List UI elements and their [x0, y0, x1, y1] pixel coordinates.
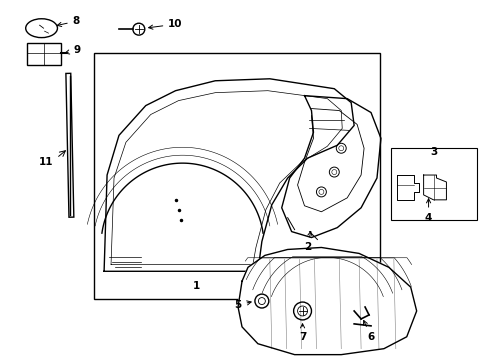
Text: 1: 1: [193, 281, 200, 291]
Text: 5: 5: [234, 300, 251, 310]
Text: 7: 7: [299, 324, 306, 342]
Text: 9: 9: [65, 45, 81, 55]
Text: 11: 11: [39, 157, 54, 167]
Bar: [94, 53, 380, 299]
Bar: [391, 148, 477, 220]
Text: 10: 10: [148, 19, 183, 29]
Bar: [26, 43, 61, 65]
Text: 4: 4: [425, 199, 432, 223]
Text: 8: 8: [57, 16, 80, 27]
Text: 6: 6: [364, 320, 375, 342]
Polygon shape: [238, 247, 416, 355]
Text: 2: 2: [304, 231, 312, 252]
Text: 3: 3: [430, 147, 437, 157]
